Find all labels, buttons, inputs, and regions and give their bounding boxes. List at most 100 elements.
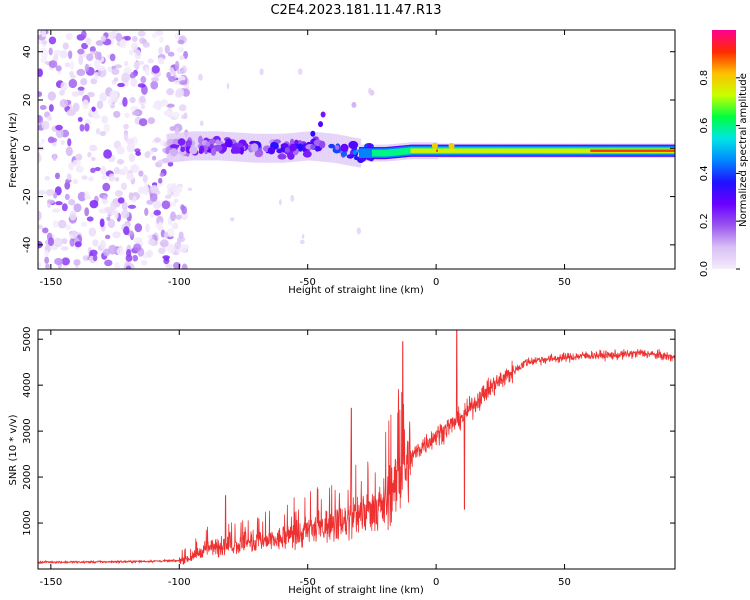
signal-core (587, 148, 590, 153)
noise-cell (176, 248, 182, 254)
signal-core (531, 148, 533, 153)
noise-cell (122, 97, 128, 107)
noise-cell (170, 69, 177, 75)
signal-core (535, 148, 537, 153)
noise-cell (92, 254, 98, 262)
signal-core (455, 148, 458, 153)
signal-core (478, 148, 481, 153)
noise-cell (140, 104, 146, 110)
signal-core (610, 149, 613, 152)
noise-cell (157, 57, 165, 65)
signal-core (576, 148, 578, 153)
signal-core (409, 147, 411, 155)
snr-x-tick-label: -100 (168, 577, 191, 588)
noise-cell (125, 254, 133, 262)
noise-cell (112, 199, 118, 204)
signal-core (470, 148, 473, 153)
signal-core (626, 149, 628, 152)
signal-core (443, 148, 446, 153)
noise-cell (158, 221, 163, 230)
noise-cell (91, 156, 96, 162)
noise-cell (52, 208, 61, 213)
noise-cell (144, 151, 151, 159)
noise-cell (89, 46, 96, 53)
signal-core (558, 148, 560, 153)
signal-core (532, 148, 535, 153)
noise-cell (146, 249, 154, 258)
noise-cell (154, 137, 161, 143)
noise-cell (38, 262, 42, 268)
signal-core (396, 148, 399, 156)
signal-core (510, 148, 513, 153)
signal-core (660, 149, 663, 152)
signal-core (624, 149, 627, 152)
noise-cell (99, 92, 108, 102)
noise-cell (121, 201, 128, 211)
signal-core (373, 149, 375, 157)
noise-cell (44, 249, 49, 257)
signal-core (359, 148, 361, 158)
signal-core (479, 148, 482, 153)
signal-core (397, 148, 400, 156)
signal-core (438, 148, 441, 153)
noise-cell (183, 112, 188, 119)
noise-cell (177, 39, 185, 45)
signal-core (487, 148, 490, 153)
noise-cell (177, 185, 183, 193)
signal-core (519, 148, 522, 153)
noise-cell (47, 199, 55, 204)
noise-cell (181, 263, 188, 269)
noise-cell (47, 237, 55, 247)
noise-cell (68, 50, 73, 60)
signal-core (668, 149, 671, 152)
noise-cell (108, 173, 115, 182)
noise-cell (87, 151, 92, 158)
spectrogram-y-tick-label: -40 (22, 237, 33, 253)
noise-cell (166, 88, 175, 96)
noise-cell (89, 249, 98, 257)
signal-core (518, 148, 521, 153)
signal-core (567, 148, 569, 153)
noise-cell (60, 140, 65, 145)
noise-cell (90, 167, 96, 174)
signal-core (579, 148, 582, 153)
noise-cell (167, 161, 174, 167)
signal-core (513, 148, 515, 153)
signal-core (627, 149, 630, 152)
noise-cell (75, 153, 83, 161)
signal-core (463, 148, 465, 153)
signal-core (662, 149, 664, 152)
signal-core (528, 148, 531, 153)
noise-cell (149, 212, 155, 218)
signal-core (393, 148, 396, 156)
noise-cell (198, 73, 203, 81)
signal-core (605, 149, 608, 152)
signal-core (361, 148, 364, 158)
signal-core (442, 148, 445, 153)
signal-cell (267, 147, 276, 155)
noise-cell (103, 149, 112, 159)
signal-core (389, 149, 392, 157)
signal-core (505, 148, 508, 153)
noise-cell (94, 51, 100, 60)
signal-cell (340, 151, 348, 157)
noise-cell (85, 37, 92, 46)
spectrogram-y-tick-label: 0 (22, 145, 33, 151)
noise-cell (86, 53, 94, 62)
signal-core (577, 148, 580, 153)
noise-cell (152, 103, 159, 109)
spectrogram-y-tick-label: 40 (22, 45, 33, 58)
noise-cell (120, 182, 128, 191)
noise-cell (65, 224, 72, 231)
snr-x-ticks: -150 -100 -50 0 50 (39, 330, 571, 588)
noise-cell (176, 69, 183, 75)
signal-core (427, 148, 429, 153)
signal-core (452, 148, 455, 153)
noise-cell (45, 263, 50, 269)
noise-cell (47, 91, 56, 101)
colorbar-tick-label: 0.0 (699, 261, 710, 277)
colorbar: 0.0 0.2 0.4 0.6 0.8 Normalized spectral ampl… (699, 30, 749, 277)
noise-cell (137, 83, 146, 88)
noise-cell (107, 66, 112, 73)
noise-cell (121, 72, 130, 83)
